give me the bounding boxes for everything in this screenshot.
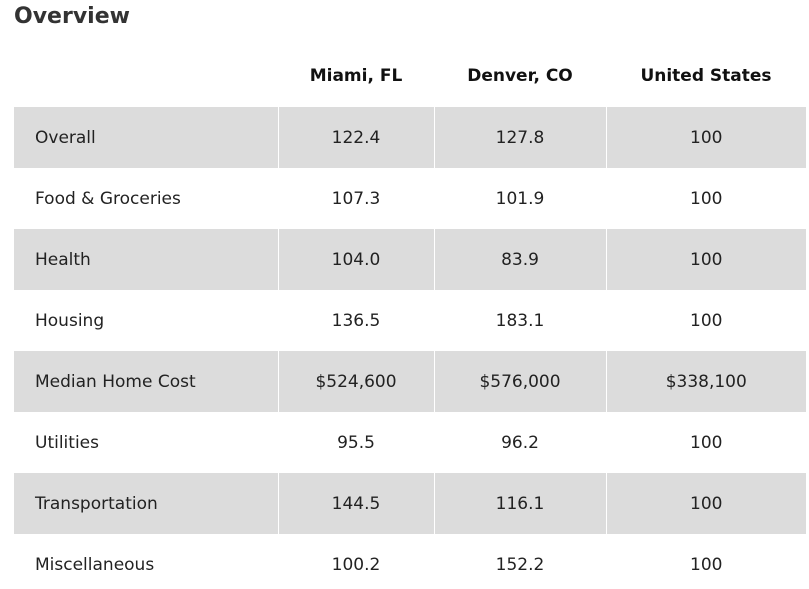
table-row: Miscellaneous 100.2 152.2 100 bbox=[14, 534, 806, 589]
table-row: Food & Groceries 107.3 101.9 100 bbox=[14, 168, 806, 229]
table-cell: $576,000 bbox=[433, 351, 606, 412]
header-cell bbox=[14, 44, 278, 107]
row-label: Transportation bbox=[14, 473, 278, 534]
row-label: Health bbox=[14, 229, 278, 290]
table-cell: 100 bbox=[605, 534, 806, 589]
table-cell: 136.5 bbox=[277, 290, 434, 351]
table-cell: 100 bbox=[605, 412, 806, 473]
page-title: Overview bbox=[14, 4, 130, 29]
row-label: Utilities bbox=[35, 432, 99, 453]
table-cell: 144.5 bbox=[277, 473, 434, 534]
table-cell: 100 bbox=[605, 229, 806, 290]
table-row: Transportation 144.5 116.1 100 bbox=[14, 473, 806, 534]
table-row: Utilities 95.5 96.2 100 bbox=[14, 412, 806, 473]
table-cell: 100 bbox=[605, 168, 806, 229]
header-row: Miami, FL Denver, CO United States bbox=[14, 44, 806, 107]
table-cell: 122.4 bbox=[277, 107, 434, 168]
row-label: Overall bbox=[14, 107, 278, 168]
table-cell: $524,600 bbox=[277, 351, 434, 412]
table-cell: 116.1 bbox=[433, 473, 606, 534]
table-row: Health 104.0 83.9 100 bbox=[14, 229, 806, 290]
column-header: United States bbox=[640, 65, 772, 86]
table-cell: 104.0 bbox=[277, 229, 434, 290]
table-cell: $338,100 bbox=[605, 351, 806, 412]
table-row: Housing 136.5 183.1 100 bbox=[14, 290, 806, 351]
table-row: Overall 122.4 127.8 100 bbox=[14, 107, 806, 168]
table-cell: 100 bbox=[605, 107, 806, 168]
table-cell: 107.3 bbox=[277, 168, 434, 229]
table-cell: 100.2 bbox=[277, 534, 434, 589]
table-cell: 100 bbox=[605, 473, 806, 534]
table-cell: 183.1 bbox=[433, 290, 606, 351]
row-label: Housing bbox=[35, 310, 105, 331]
table-body: Overall 122.4 127.8 100 Food & Groceries 107.… bbox=[14, 107, 806, 589]
comparison-table: Miami, FL Denver, CO United States Overall… bbox=[14, 44, 806, 589]
row-label: Miscellaneous bbox=[35, 554, 155, 575]
table-cell: 101.9 bbox=[433, 168, 606, 229]
table-cell: 127.8 bbox=[433, 107, 606, 168]
column-header: Denver, CO bbox=[467, 65, 573, 86]
row-label: Food & Groceries bbox=[35, 188, 181, 209]
table-cell: 96.2 bbox=[433, 412, 606, 473]
table-cell: 95.5 bbox=[277, 412, 434, 473]
table-cell: 100 bbox=[605, 290, 806, 351]
row-label: Median Home Cost bbox=[14, 351, 278, 412]
table-row: Median Home Cost $524,600 $576,000 $338,100 bbox=[14, 351, 806, 412]
table-cell: 83.9 bbox=[433, 229, 606, 290]
column-header: Miami, FL bbox=[309, 65, 403, 86]
table-cell: 152.2 bbox=[433, 534, 606, 589]
